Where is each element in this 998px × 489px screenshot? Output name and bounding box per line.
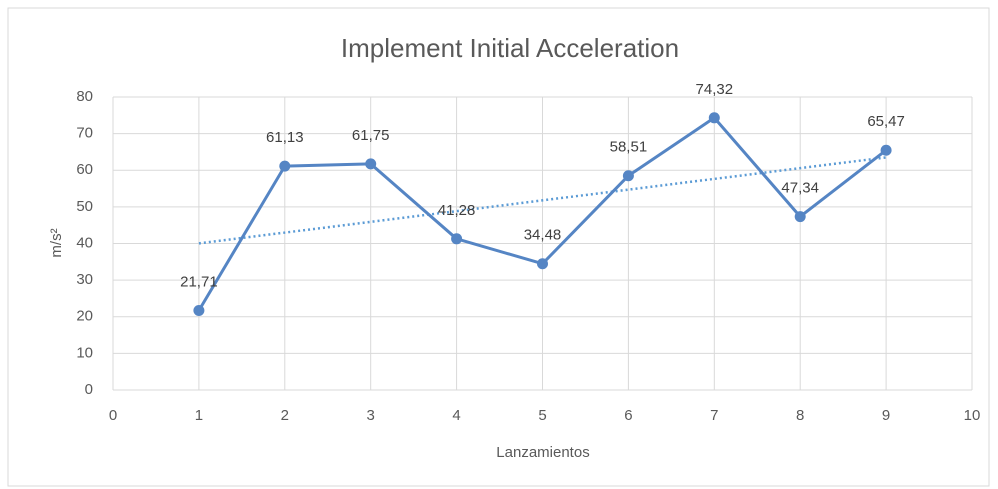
data-label: 61,75 [352,127,390,144]
x-tick-label: 5 [538,407,546,424]
data-label: 74,32 [696,81,734,98]
x-tick-label: 8 [796,407,804,424]
chart-frame [7,7,990,487]
x-tick-label: 3 [367,407,375,424]
data-point [708,112,720,124]
data-point [622,170,634,182]
x-tick-label: 4 [452,407,460,424]
data-point [279,160,291,172]
data-point [794,211,806,223]
data-label: 58,51 [610,139,648,156]
data-label: 34,48 [524,227,562,244]
data-point [451,233,463,245]
y-tick-label: 30 [76,271,93,288]
x-tick-label: 1 [195,407,203,424]
y-tick-label: 0 [85,381,93,398]
x-tick-label: 7 [710,407,718,424]
data-label: 21,71 [180,273,218,290]
y-tick-label: 10 [76,344,93,361]
data-label: 65,47 [867,113,905,130]
x-tick-label: 10 [964,407,981,424]
data-point [365,158,377,170]
y-axis-label: m/s² [48,228,65,257]
data-label: 47,34 [781,180,819,197]
trendline [198,156,887,245]
y-tick-label: 80 [76,88,93,105]
data-label: 61,13 [266,129,304,146]
y-tick-label: 40 [76,234,93,251]
y-tick-label: 60 [76,161,93,178]
data-label: 41,28 [438,202,476,219]
y-tick-label: 50 [76,198,93,215]
x-tick-label: 9 [882,407,890,424]
chart-title: Implement Initial Acceleration [341,33,679,63]
x-tick-label: 2 [281,407,289,424]
data-point [193,304,205,316]
y-tick-label: 70 [76,125,93,142]
data-point [880,144,892,156]
y-tick-label: 20 [76,308,93,325]
x-tick-label: 6 [624,407,632,424]
x-tick-label: 0 [109,407,117,424]
x-axis-label: Lanzamientos [496,444,589,461]
data-point [537,258,548,270]
